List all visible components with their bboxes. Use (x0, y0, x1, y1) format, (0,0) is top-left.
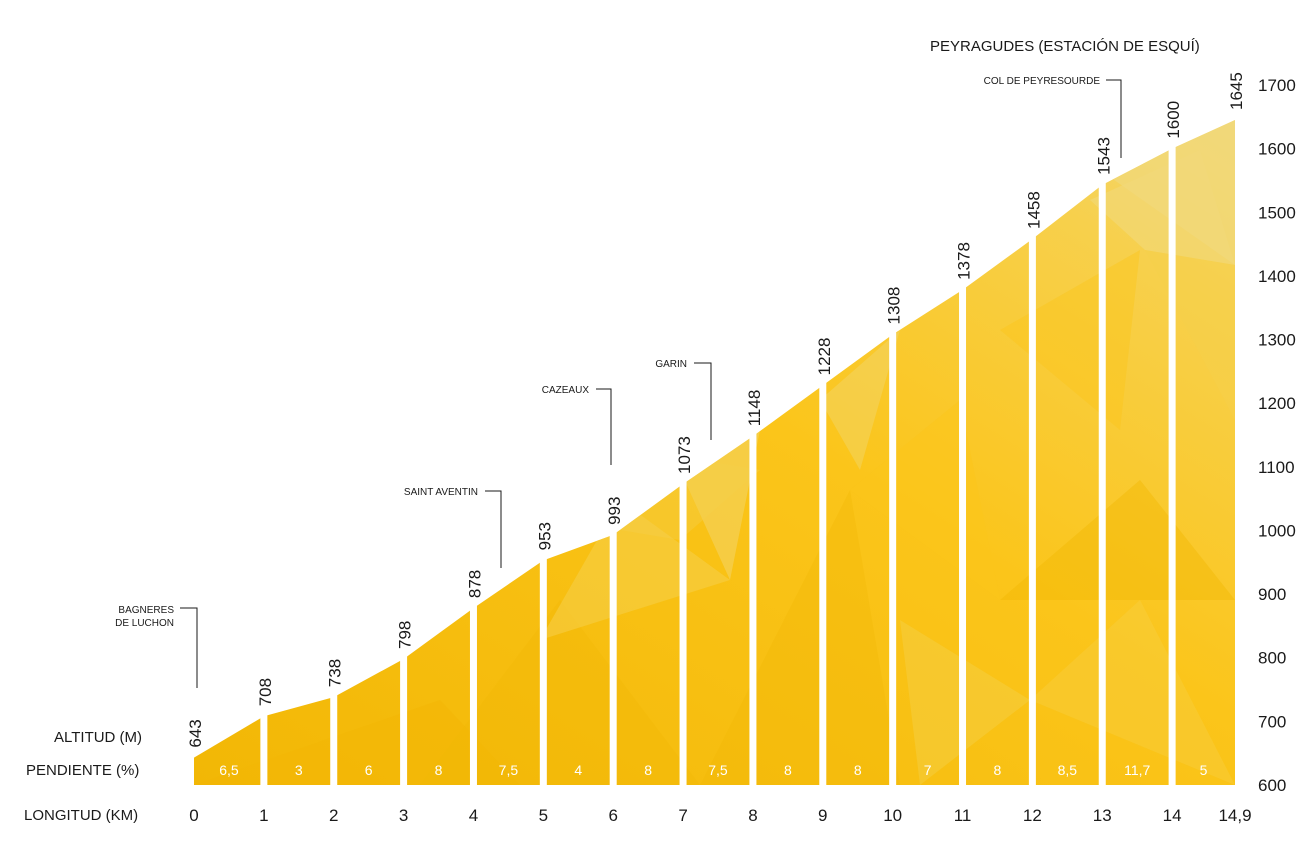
x-tick-label: 5 (539, 806, 548, 825)
x-tick-label: 3 (399, 806, 408, 825)
summit-label: PEYRAGUDES (ESTACIÓN DE ESQUÍ) (930, 38, 1200, 55)
altitude-label: 643 (186, 719, 205, 747)
y-tick-label: 1600 (1258, 140, 1296, 159)
altitude-label: 1458 (1024, 191, 1043, 229)
y-tick-label: 1200 (1258, 394, 1296, 413)
y-tick-label: 1500 (1258, 203, 1296, 222)
altitude-row-label: ALTITUD (M) (54, 729, 142, 746)
leader-line (694, 362, 712, 440)
x-tick-label: 9 (818, 806, 827, 825)
leader-line (596, 388, 612, 465)
gradient-label: 11,7 (1124, 762, 1150, 778)
altitude-label: 708 (256, 678, 275, 706)
y-tick-label: 1000 (1258, 521, 1296, 540)
y-tick-label: 1700 (1258, 76, 1296, 95)
decorative-facet (1000, 480, 1235, 600)
x-tick-label: 12 (1023, 806, 1042, 825)
decorative-facet (820, 330, 900, 470)
gradient-label: 8 (854, 762, 862, 778)
altitude-label: 1378 (955, 242, 974, 280)
gradient-label: 8,5 (1058, 762, 1078, 778)
x-tick-label: 2 (329, 806, 338, 825)
place-label: CAZEAUX (542, 385, 590, 396)
altitude-label: 1308 (885, 287, 904, 325)
altitude-label: 878 (465, 570, 484, 598)
gradient-label: 8 (435, 762, 443, 778)
gradient-label: 6,5 (219, 762, 239, 778)
x-tick-label: 7 (678, 806, 687, 825)
altitude-label: 953 (535, 522, 554, 550)
gradient-label: 4 (574, 762, 582, 778)
place-label: GARIN (655, 359, 687, 370)
decorative-facet (420, 600, 700, 785)
y-tick-label: 800 (1258, 649, 1286, 668)
x-tick-label: 10 (883, 806, 902, 825)
place-label: SAINT AVENTIN (404, 487, 478, 498)
altitude-label: 1543 (1094, 137, 1113, 175)
y-tick-label: 900 (1258, 585, 1286, 604)
gradient-label: 5 (1200, 762, 1208, 778)
altitude-label: 738 (326, 659, 345, 687)
decorative-facet (194, 700, 520, 785)
altitude-label: 993 (605, 497, 624, 525)
place-label: COL DE PEYRESOURDE (984, 76, 1101, 87)
leader-line (180, 607, 198, 688)
altitude-label: 1148 (745, 390, 764, 427)
x-tick-label: 13 (1093, 806, 1112, 825)
place-label-line2: DE LUCHON (115, 618, 174, 629)
profile-area (194, 120, 1235, 785)
x-axis-label: LONGITUD (KM) (24, 807, 138, 824)
x-tick-label: 4 (469, 806, 478, 825)
altitude-label: 1073 (675, 436, 694, 474)
y-tick-label: 1100 (1258, 458, 1295, 477)
gradient-row-label: PENDIENTE (%) (26, 762, 139, 779)
x-tick-label: 8 (748, 806, 757, 825)
gradient-label: 7,5 (499, 762, 519, 778)
x-tick-label: 14 (1163, 806, 1182, 825)
leader-line (485, 490, 502, 568)
gradient-label: 6 (365, 762, 373, 778)
altitude-label: 798 (396, 621, 415, 649)
x-tick-label: 0 (189, 806, 198, 825)
x-tick-label: 14,9 (1218, 806, 1251, 825)
y-tick-label: 600 (1258, 776, 1286, 795)
y-tick-label: 700 (1258, 712, 1286, 731)
decorative-facet (540, 500, 730, 640)
gradient-label: 8 (994, 762, 1002, 778)
x-tick-label: 1 (259, 806, 268, 825)
altitude-label: 1645 (1227, 72, 1246, 110)
decorative-facet (1145, 250, 1235, 420)
altitude-label: 1600 (1164, 101, 1183, 139)
altitude-label: 1228 (815, 338, 834, 376)
leader-line (1106, 79, 1122, 158)
decorative-facet (1090, 150, 1235, 265)
place-label: BAGNERES (118, 605, 174, 616)
y-tick-label: 1400 (1258, 267, 1296, 286)
gradient-label: 3 (295, 762, 303, 778)
gradient-label: 8 (644, 762, 652, 778)
x-tick-label: 11 (954, 806, 972, 825)
gradient-label: 7 (924, 762, 932, 778)
y-tick-label: 1300 (1258, 331, 1296, 350)
gradient-label: 7,5 (708, 762, 728, 778)
gradient-label: 8 (784, 762, 792, 778)
decorative-facet (1030, 600, 1235, 785)
decorative-facet (620, 460, 760, 540)
x-tick-label: 6 (608, 806, 617, 825)
